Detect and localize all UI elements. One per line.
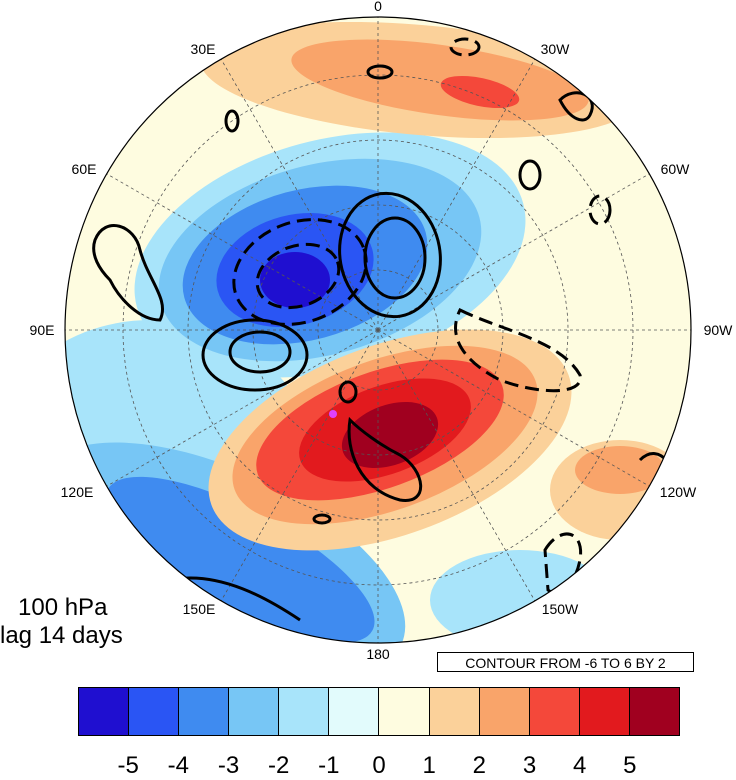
shaded-field xyxy=(65,17,691,643)
colorbar-swatch xyxy=(129,688,180,735)
colorbar-label: 2 xyxy=(472,752,486,779)
lon-label-120e: 120E xyxy=(61,484,94,500)
colorbar-label: -4 xyxy=(167,752,189,779)
contour-lines xyxy=(92,64,682,622)
colorbar-label: 0 xyxy=(372,752,386,779)
location-marker xyxy=(329,410,337,418)
lon-label-90e: 90E xyxy=(30,322,55,338)
lon-label-120w: 120W xyxy=(660,484,697,500)
colorbar-swatch xyxy=(379,688,430,735)
lon-label-150w: 150W xyxy=(542,601,579,617)
lon-label-30w: 30W xyxy=(541,41,571,57)
negative-contours xyxy=(232,37,612,595)
colorbar-label: 1 xyxy=(422,752,436,779)
colorbar-label: 3 xyxy=(522,752,537,779)
colorbar-swatch xyxy=(579,688,630,735)
colorbar-swatch xyxy=(529,688,580,735)
colorbar-swatch xyxy=(629,688,679,735)
colorbar-swatch xyxy=(279,688,330,735)
lon-label-60w: 60W xyxy=(661,161,691,177)
colorbar-label: 5 xyxy=(623,752,637,779)
lon-label-30e: 30E xyxy=(191,41,216,57)
colorbar-label: 4 xyxy=(572,752,587,779)
lon-label-0: 0 xyxy=(374,0,382,14)
colorbar-swatch xyxy=(479,688,530,735)
lon-label-90w: 90W xyxy=(704,322,734,338)
colorbar-swatch xyxy=(229,688,280,735)
colorbar-swatch xyxy=(179,688,230,735)
lon-label-150e: 150E xyxy=(183,601,216,617)
panel-lag: lag 14 days xyxy=(0,622,123,649)
panel-level: 100 hPa xyxy=(18,594,108,621)
lon-label-60e: 60E xyxy=(72,161,97,177)
colorbar-label: -3 xyxy=(217,752,240,779)
colorbar-swatch xyxy=(429,688,480,735)
colorbar-label: -2 xyxy=(267,752,290,779)
colorbar-label: -1 xyxy=(318,752,340,779)
colorbar xyxy=(78,687,680,736)
map-boundary xyxy=(64,16,692,644)
contour-note: CONTOUR FROM -6 TO 6 BY 2 xyxy=(437,652,694,672)
colorbar-label: -5 xyxy=(117,752,139,779)
colorbar-swatch xyxy=(329,688,380,735)
lon-label-180: 180 xyxy=(366,646,390,662)
graticule xyxy=(65,17,691,643)
colorbar-swatch xyxy=(79,688,130,735)
